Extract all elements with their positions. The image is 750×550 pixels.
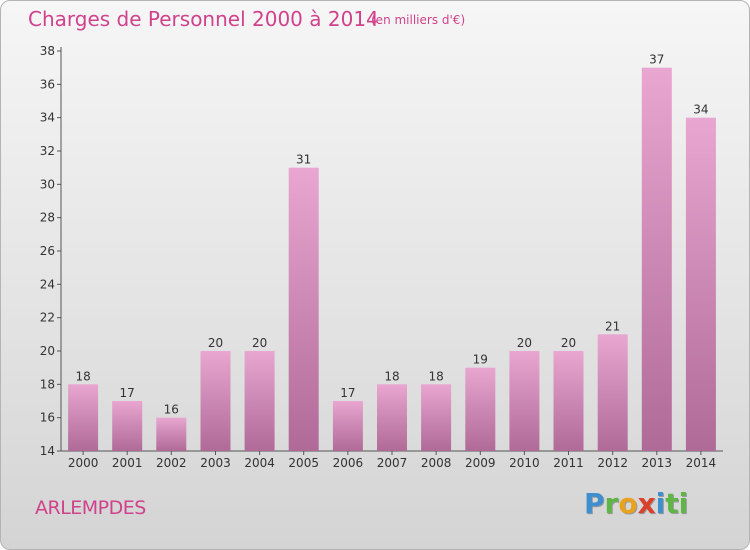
bar-value-label: 21 — [605, 319, 620, 333]
bar-value-label: 20 — [517, 336, 532, 350]
bar — [244, 351, 275, 451]
bar — [288, 167, 319, 451]
y-tick-label: 38 — [40, 44, 55, 58]
x-tick-label: 2011 — [553, 456, 584, 470]
x-tick-label: 2012 — [597, 456, 628, 470]
y-tick-label: 28 — [40, 211, 55, 225]
x-tick-label: 2005 — [288, 456, 319, 470]
y-tick-label: 14 — [40, 444, 55, 458]
bar — [200, 351, 231, 451]
bar-value-label: 16 — [164, 403, 179, 417]
x-tick-label: 2007 — [377, 456, 408, 470]
bar-value-label: 31 — [296, 153, 311, 167]
bar-value-label: 20 — [252, 336, 267, 350]
y-tick-label: 16 — [40, 411, 55, 425]
y-tick-label: 22 — [40, 311, 55, 325]
bar — [509, 351, 540, 451]
y-tick-label: 24 — [40, 277, 55, 291]
bar-value-label: 18 — [384, 369, 399, 383]
chart-title: Charges de Personnel 2000 à 2014 — [28, 7, 379, 31]
bar-value-label: 18 — [428, 369, 443, 383]
x-tick-label: 2008 — [421, 456, 452, 470]
x-tick-label: 2010 — [509, 456, 540, 470]
y-tick-label: 20 — [40, 344, 55, 358]
bar-value-label: 19 — [473, 353, 488, 367]
bar — [68, 384, 99, 451]
bar — [156, 417, 187, 451]
y-tick-label: 30 — [40, 177, 55, 191]
bar — [421, 384, 452, 451]
bar-value-label: 18 — [75, 369, 90, 383]
x-tick-label: 2014 — [686, 456, 717, 470]
bar — [641, 67, 672, 451]
bar-value-label: 17 — [120, 386, 135, 400]
bar — [332, 401, 363, 451]
bar-value-label: 17 — [340, 386, 355, 400]
chart-subtitle: (en milliers d'€) — [371, 13, 466, 27]
x-tick-label: 2006 — [333, 456, 364, 470]
x-tick-label: 2001 — [112, 456, 143, 470]
bar-value-label: 20 — [208, 336, 223, 350]
proxiti-logo: Proxiti — [584, 487, 689, 520]
bar — [685, 117, 716, 451]
bar — [553, 351, 584, 451]
x-tick-label: 2002 — [156, 456, 187, 470]
bar — [377, 384, 407, 451]
bar — [465, 367, 496, 451]
y-tick-label: 18 — [40, 377, 55, 391]
commune-name: ARLEMPDES — [35, 497, 146, 519]
x-tick-label: 2013 — [642, 456, 673, 470]
y-tick-label: 26 — [40, 244, 55, 258]
x-tick-label: 2009 — [465, 456, 496, 470]
bar-value-label: 20 — [561, 336, 576, 350]
y-tick-label: 36 — [40, 77, 55, 91]
x-tick-label: 2000 — [68, 456, 99, 470]
bar — [597, 334, 628, 451]
y-tick-label: 32 — [40, 144, 55, 158]
bar-value-label: 34 — [693, 103, 708, 117]
bar — [112, 401, 143, 451]
x-tick-label: 2004 — [244, 456, 275, 470]
x-tick-label: 2003 — [200, 456, 231, 470]
y-tick-label: 34 — [40, 111, 55, 125]
bar-value-label: 37 — [649, 53, 664, 67]
